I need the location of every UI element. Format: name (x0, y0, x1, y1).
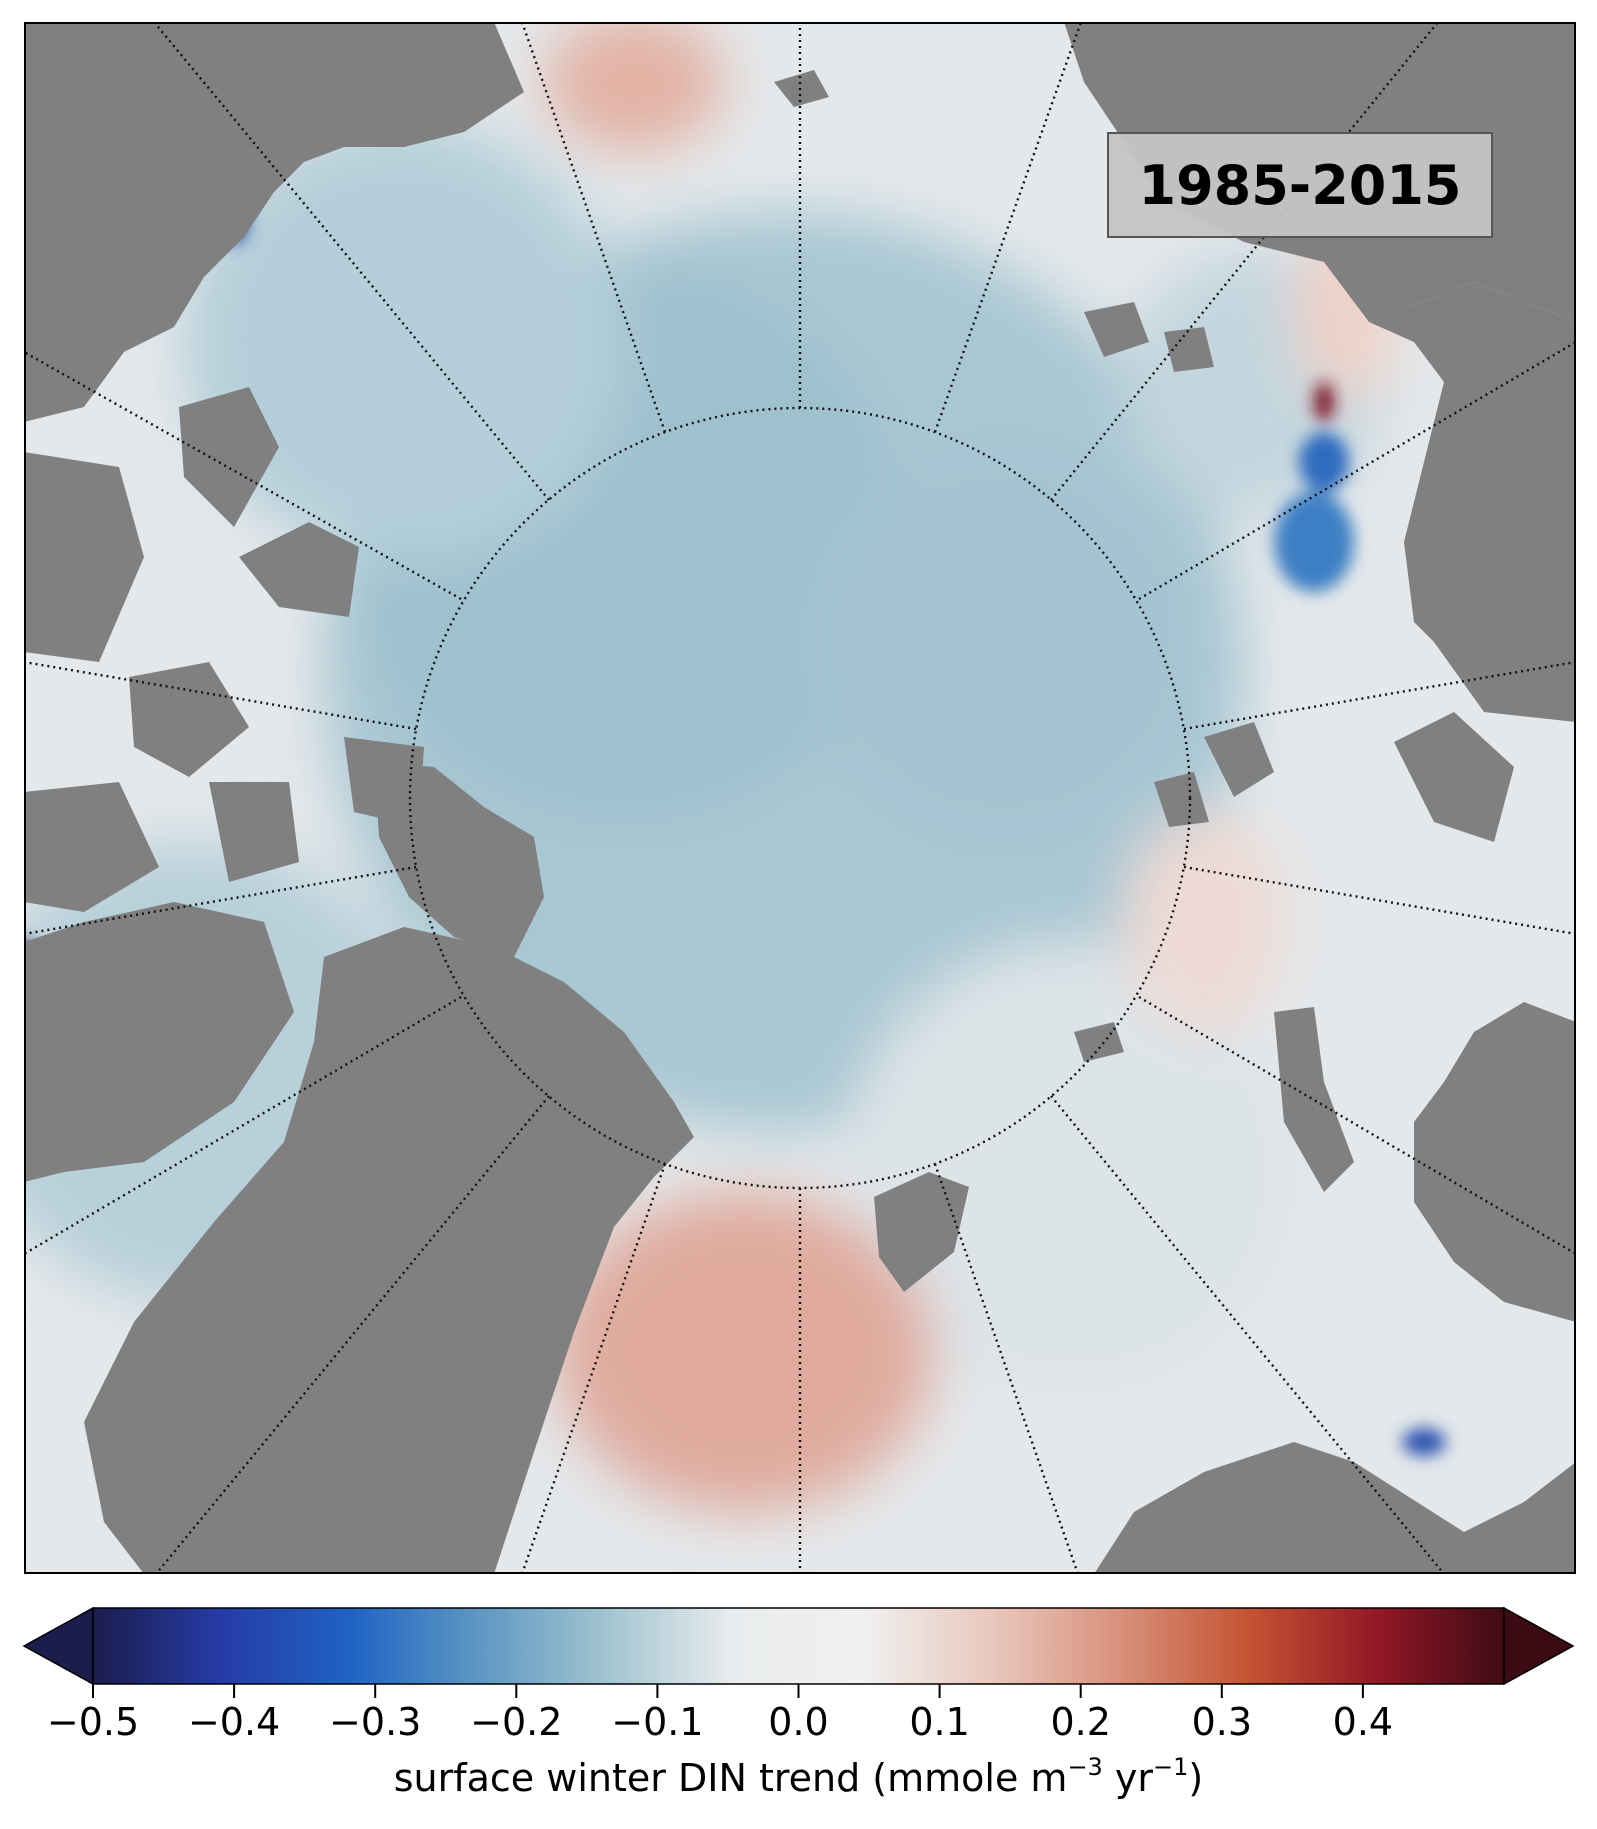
land-novaya-zemlya (1274, 1007, 1354, 1192)
meridian-line (24, 995, 462, 1256)
land-severnaya-2 (1154, 772, 1209, 827)
colorbar-tick-labels: −0.5 −0.4 −0.3 −0.2 −0.1 0.0 0.1 0.2 0.3 0.4 (0, 1700, 1597, 1750)
map-border (24, 22, 1576, 1574)
land-archipelago-5 (209, 782, 299, 882)
meridian-line (1138, 340, 1576, 601)
colorbar-extend-low (22, 1606, 94, 1686)
graticule (24, 22, 1576, 1574)
land-upper-left (24, 22, 524, 422)
meridian-line (520, 22, 667, 433)
meridian-line (24, 865, 417, 936)
colorbar-body (92, 1607, 1505, 1685)
land-new-siberian-2 (1164, 327, 1214, 372)
land-archipelago-4 (129, 662, 249, 777)
land-franz-josef (1074, 1022, 1124, 1062)
land-wrangel (774, 70, 829, 107)
colorbar-tick-label: −0.4 (187, 1700, 281, 1744)
land-right-siberia-2 (1404, 322, 1576, 722)
meridian-line (520, 1163, 667, 1574)
meridian-line (1138, 995, 1576, 1256)
colorbar-tick-label: 0.1 (909, 1700, 970, 1744)
colorbar-label-main: surface winter DIN trend (mmole m (393, 1756, 1068, 1800)
meridian-line (1050, 22, 1439, 501)
meridian-line (933, 22, 1083, 433)
arctic-map: 1985-2015 (24, 22, 1576, 1574)
land-taymyr (1394, 712, 1514, 842)
colorbar-label-exp1: −3 (1067, 1753, 1103, 1781)
colorbar-label-end: ) (1188, 1756, 1204, 1800)
colorbar-tick-label: 0.2 (1050, 1700, 1111, 1744)
meridian-line (155, 1095, 550, 1574)
colorbar-extend-high (1503, 1606, 1575, 1686)
land-archipelago-2 (24, 452, 144, 662)
colorbar-label-exp2: −1 (1153, 1753, 1189, 1781)
colorbar-tick-label: −0.3 (329, 1700, 422, 1744)
land-masses (24, 22, 1576, 1574)
colorbar-tick-label: −0.2 (470, 1700, 563, 1744)
meridian-line (1050, 1095, 1445, 1574)
meridian-line (1183, 865, 1576, 936)
colorbar-tickmarks (92, 1684, 1364, 1698)
map-canvas (24, 22, 1576, 1574)
meridian-line (933, 1163, 1080, 1574)
land-archipelago-1 (179, 387, 279, 527)
land-lower-right (1094, 1442, 1576, 1574)
land-lower-left (24, 902, 294, 1182)
land-archipelago-3 (239, 522, 359, 617)
colorbar-tick-label: 0.4 (1332, 1700, 1394, 1744)
land-archipelago-6 (24, 782, 159, 912)
colorbar (22, 1606, 1575, 1698)
colorbar-tick-label: 0.3 (1191, 1700, 1253, 1744)
land-svalbard (874, 1172, 969, 1292)
period-label: 1985-2015 (1138, 153, 1462, 217)
meridian-line (153, 22, 550, 501)
meridian-line (24, 660, 417, 731)
land-ellesmere (374, 762, 544, 957)
colorbar-label: surface winter DIN trend (mmole m−3 yr−1… (0, 1753, 1597, 1800)
colorbar-tick-label: −0.1 (611, 1700, 704, 1744)
land-severnaya (1204, 722, 1274, 797)
meridian-line (1183, 660, 1576, 731)
colorbar-tick-label: −0.5 (46, 1700, 140, 1744)
colorbar-label-mid: yr (1102, 1756, 1154, 1800)
period-label-box: 1985-2015 (1107, 132, 1493, 238)
land-new-siberian (1084, 302, 1149, 357)
colorbar-tick-label: 0.0 (768, 1700, 829, 1744)
